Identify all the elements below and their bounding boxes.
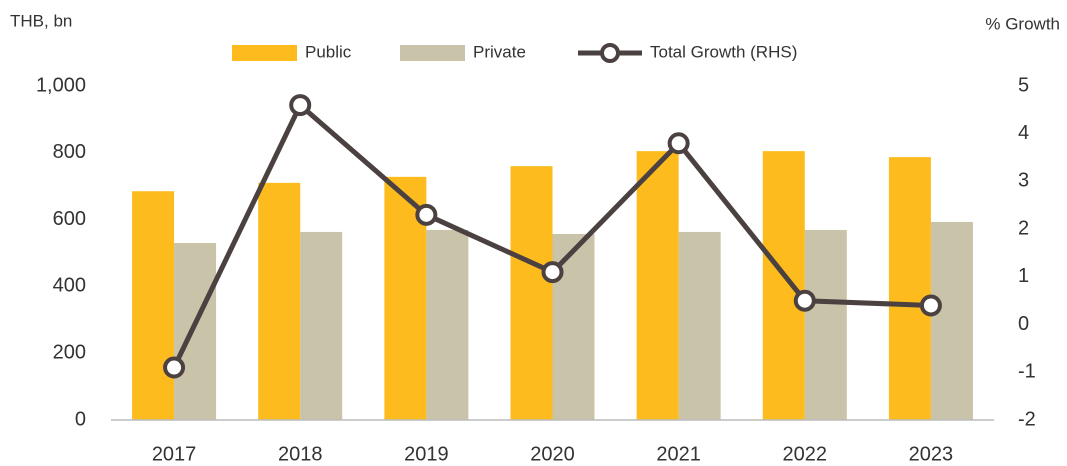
bar bbox=[258, 182, 301, 420]
bar bbox=[132, 191, 175, 420]
bar bbox=[552, 233, 595, 420]
y-axis-label: THB, bn bbox=[10, 11, 72, 30]
bar bbox=[174, 242, 217, 420]
bar bbox=[678, 231, 721, 420]
x-tick-label: 2019 bbox=[404, 443, 449, 465]
bar bbox=[888, 157, 931, 420]
bar bbox=[804, 229, 847, 420]
y2-tick-label: 0 bbox=[1018, 313, 1029, 335]
y2-tick-label: 4 bbox=[1018, 122, 1029, 144]
y2-tick-label: 5 bbox=[1018, 74, 1029, 96]
bar bbox=[510, 166, 553, 420]
y2-tick-label: 2 bbox=[1018, 217, 1029, 239]
y2-axis-label: % Growth bbox=[985, 14, 1060, 33]
x-tick-label: 2017 bbox=[152, 443, 197, 465]
x-tick-label: 2020 bbox=[530, 443, 575, 465]
legend-label: Private bbox=[473, 42, 526, 61]
y-tick-label: 0 bbox=[75, 408, 86, 430]
growth-marker bbox=[415, 203, 438, 226]
y-tick-label: 800 bbox=[53, 141, 86, 163]
x-tick-label: 2022 bbox=[783, 443, 828, 465]
legend-swatch bbox=[400, 45, 465, 61]
bar bbox=[300, 231, 343, 420]
y2-tick-label: 1 bbox=[1018, 265, 1029, 287]
y2-tick-label: 3 bbox=[1018, 170, 1029, 192]
growth-marker bbox=[541, 261, 564, 284]
y2-tick-label: -1 bbox=[1018, 361, 1036, 383]
growth-marker bbox=[919, 294, 942, 317]
bar bbox=[762, 151, 805, 420]
legend-marker bbox=[600, 43, 620, 63]
legend-label: Total Growth (RHS) bbox=[650, 42, 797, 61]
bar bbox=[930, 221, 973, 420]
growth-marker bbox=[793, 289, 816, 312]
x-tick-label: 2021 bbox=[656, 443, 701, 465]
y-tick-label: 400 bbox=[53, 275, 86, 297]
bar bbox=[636, 151, 679, 420]
x-tick-label: 2018 bbox=[278, 443, 323, 465]
growth-marker bbox=[289, 94, 312, 117]
legend-swatch bbox=[232, 45, 297, 61]
x-tick-label: 2023 bbox=[909, 443, 954, 465]
y2-tick-label: -2 bbox=[1018, 408, 1036, 430]
growth-marker bbox=[163, 356, 186, 379]
y-tick-label: 600 bbox=[53, 208, 86, 230]
y-tick-label: 200 bbox=[53, 341, 86, 363]
y-tick-label: 1,000 bbox=[36, 74, 86, 96]
legend-label: Public bbox=[305, 42, 352, 61]
growth-marker bbox=[667, 132, 690, 155]
bar bbox=[426, 229, 469, 420]
